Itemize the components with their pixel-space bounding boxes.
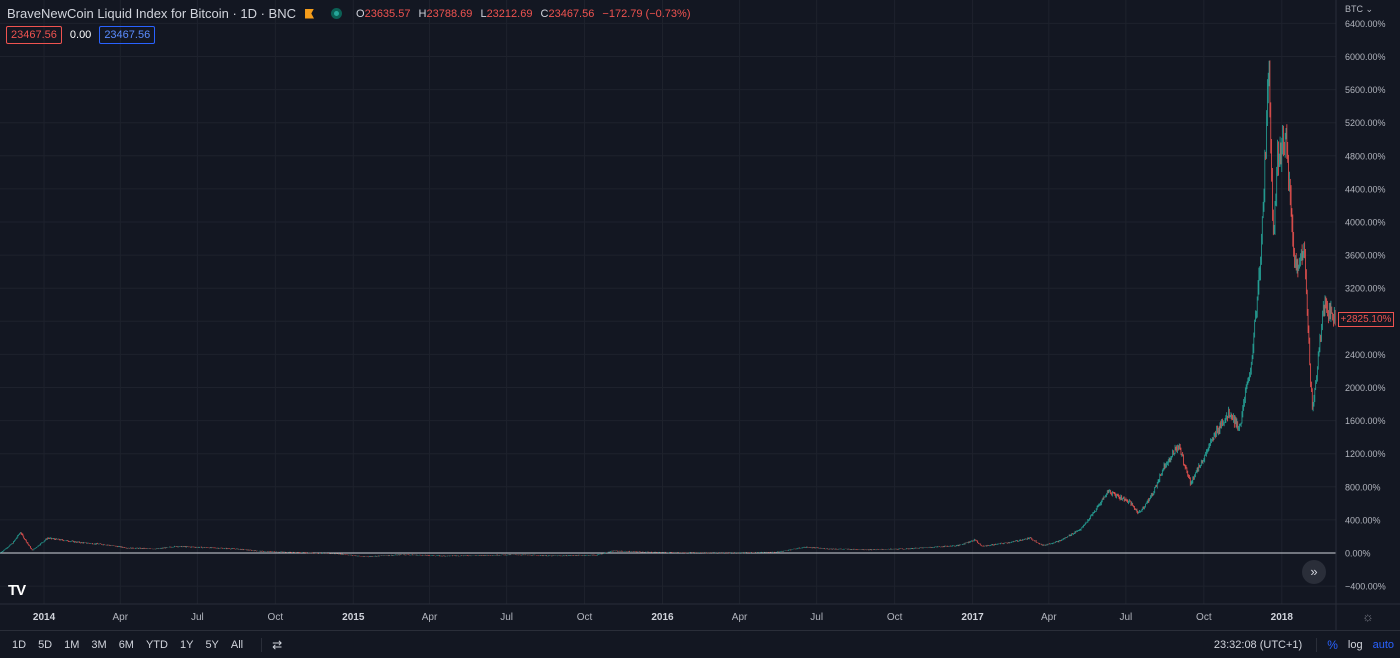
y-tick-label: 6400.00% [1345,19,1386,29]
x-tick-label: Oct [1196,612,1212,623]
x-tick-label: 2015 [342,612,365,623]
y-tick-label: 4400.00% [1345,184,1386,194]
log-scale-toggle[interactable]: log [1347,639,1363,651]
y-tick-label: 5200.00% [1345,118,1386,128]
range-3m-button[interactable]: 3M [91,638,107,651]
y-tick-label: 3200.00% [1345,284,1386,294]
x-tick-label: Oct [887,612,903,623]
y-tick-label: 4000.00% [1345,218,1386,228]
low-label: L [480,7,487,20]
close-label: C [540,7,549,20]
x-tick-label: Jul [191,612,204,623]
range-5y-button[interactable]: 5Y [205,638,219,651]
market-status-icon[interactable] [331,8,343,19]
change-value: −172.79 (−0.73%) [602,7,691,20]
percent-scale-toggle[interactable]: % [1327,638,1338,652]
bottom-toolbar: 1D 5D 1M 3M 6M YTD 1Y 5Y All ⇄ 23:32:08 … [0,630,1400,658]
range-1m-button[interactable]: 1M [64,638,80,651]
range-all-button[interactable]: All [230,638,244,651]
sell-button[interactable]: 23467.56 [6,26,62,44]
y-tick-label: 0.00% [1345,549,1371,559]
x-tick-label: 2018 [1271,612,1294,623]
range-1y-button[interactable]: 1Y [179,638,194,651]
trade-boxes: 23467.56 0.00 23467.56 [6,26,156,44]
range-1d-button[interactable]: 1D [12,638,27,651]
clock-time[interactable]: 23:32:08 (UTC+1) [1213,639,1303,651]
x-tick-label: Jul [810,612,823,623]
range-5d-button[interactable]: 5D [38,638,53,651]
time-axis[interactable]: 2014 Apr Jul Oct 2015 Apr Jul Oct 2016 Apr Jul Oct 2… [33,612,1293,623]
x-tick-label: Apr [1041,612,1057,623]
y-tick-label: 2000.00% [1345,383,1386,393]
price-chart[interactable]: −400.00% 0.00% 400.00% 800.00% 1200.00% 1600.… [0,0,1400,630]
y-tick-label: 4800.00% [1345,151,1386,161]
high-value: 23788.69 [426,7,473,20]
x-tick-label: 2017 [961,612,984,623]
x-tick-label: Apr [732,612,748,623]
range-ytd-button[interactable]: YTD [145,638,168,651]
y-tick-label: 1200.00% [1345,449,1386,459]
high-label: H [418,7,427,20]
y-tick-label: 1600.00% [1345,416,1386,426]
toolbar-divider [261,637,263,652]
auto-scale-toggle[interactable]: auto [1372,639,1394,651]
x-tick-label: Apr [113,612,129,623]
current-price-label: +2825.10% [1338,312,1394,327]
y-tick-label: 800.00% [1345,482,1381,492]
tradingview-logo[interactable]: TV [8,582,26,599]
close-value: 23467.56 [548,7,595,20]
x-tick-label: 2016 [651,612,674,623]
x-tick-label: Oct [577,612,593,623]
scroll-to-realtime-button[interactable]: » [1302,560,1326,584]
range-6m-button[interactable]: 6M [118,638,134,651]
x-tick-label: 2014 [33,612,56,623]
y-tick-label: 5600.00% [1345,85,1386,95]
low-value: 23212.69 [486,7,533,20]
x-tick-label: Jul [1120,612,1133,623]
ohlc-values: O23635.57 H23788.69 L23212.69 C23467.56 … [356,8,695,20]
calendar-icon[interactable]: ⇄ [272,637,283,652]
settings-icon[interactable]: ☼ [1362,609,1374,624]
y-tick-label: 6000.00% [1345,52,1386,62]
price-series [0,60,1337,558]
y-tick-label: −400.00% [1345,582,1386,592]
symbol-legend: BraveNewCoin Liquid Index for Bitcoin · … [7,6,696,21]
y-tick-label: 400.00% [1345,515,1381,525]
open-label: O [356,7,365,20]
toolbar-divider [1316,638,1318,652]
x-tick-label: Jul [500,612,513,623]
currency-selector[interactable]: BTC ⌄ [1345,4,1374,14]
open-value: 23635.57 [364,7,411,20]
scale-tools: 23:32:08 (UTC+1) % log auto [1214,638,1394,652]
y-tick-label: 2400.00% [1345,350,1386,360]
x-tick-label: Apr [422,612,438,623]
symbol-title[interactable]: BraveNewCoin Liquid Index for Bitcoin · … [7,6,297,21]
buy-button[interactable]: 23467.56 [99,26,156,44]
y-tick-label: 3600.00% [1345,251,1386,261]
chart-grid [0,0,1336,604]
flag-icon[interactable] [305,8,315,19]
price-axis[interactable]: −400.00% 0.00% 400.00% 800.00% 1200.00% 1600.… [1345,19,1386,592]
x-tick-label: Oct [268,612,284,623]
spread-value: 0.00 [69,29,92,41]
